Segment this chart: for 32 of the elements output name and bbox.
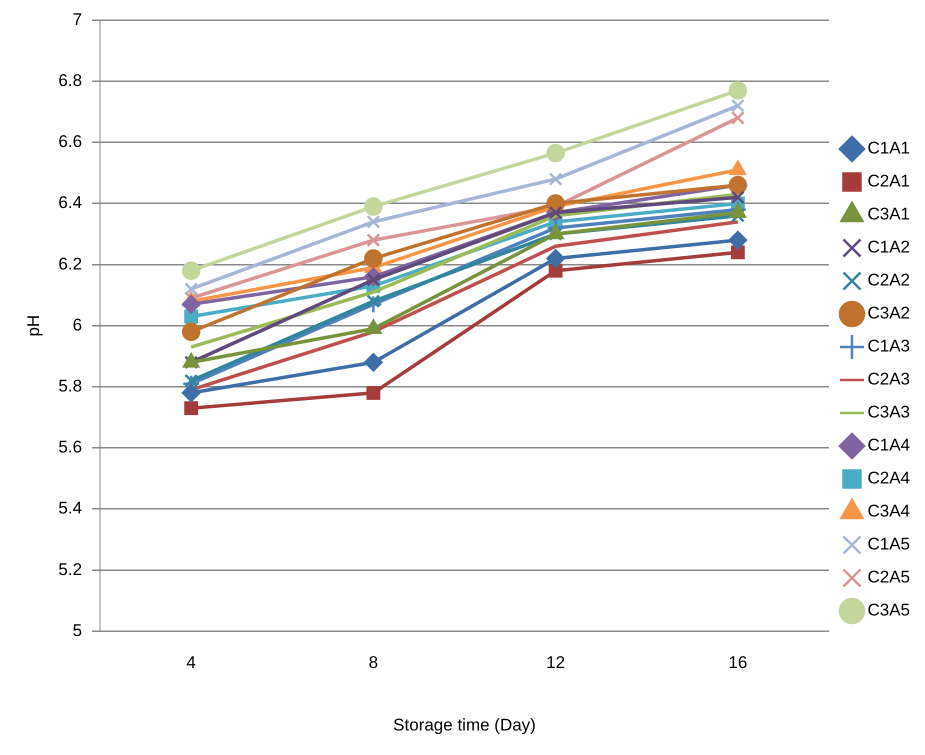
legend-label: C1A2 <box>867 238 910 257</box>
legend-label: C1A4 <box>867 436 910 455</box>
legend-label: C2A1 <box>867 172 910 191</box>
legend-label: C1A1 <box>867 138 910 158</box>
y-tick-label: 6 <box>72 315 82 334</box>
y-tick-label: 5 <box>72 620 82 640</box>
legend-label: C3A3 <box>867 402 910 422</box>
x-tick-label: 16 <box>728 653 748 672</box>
y-tick-label: 5.4 <box>58 498 82 518</box>
legend-label: C2A5 <box>867 568 910 587</box>
legend-label: C3A1 <box>867 204 910 224</box>
legend-label: C3A5 <box>867 600 910 620</box>
y-tick-label: 7 <box>72 10 82 29</box>
y-tick-label: 5.2 <box>58 560 82 579</box>
y-tick-label: 5.8 <box>58 376 82 396</box>
x-tick-label: 12 <box>546 653 566 672</box>
y-axis-title: pH <box>24 314 43 337</box>
x-tick-label: 8 <box>368 653 378 672</box>
x-tick-label: 4 <box>186 653 196 672</box>
y-tick-label: 6.8 <box>58 70 82 90</box>
legend-label: C2A4 <box>867 468 910 488</box>
legend-label: C3A2 <box>867 304 910 323</box>
y-tick-label: 6.2 <box>58 254 82 274</box>
legend-label: C2A3 <box>867 370 910 389</box>
y-tick-label: 5.6 <box>58 438 82 457</box>
legend-label: C2A2 <box>867 270 910 290</box>
y-tick-label: 6.6 <box>58 132 82 152</box>
legend-label: C1A3 <box>867 336 910 356</box>
x-axis-title: Storage time (Day) <box>393 715 536 734</box>
legend-label: C3A4 <box>867 502 910 521</box>
legend-label: C1A5 <box>867 534 910 554</box>
y-tick-label: 6.4 <box>58 193 82 212</box>
